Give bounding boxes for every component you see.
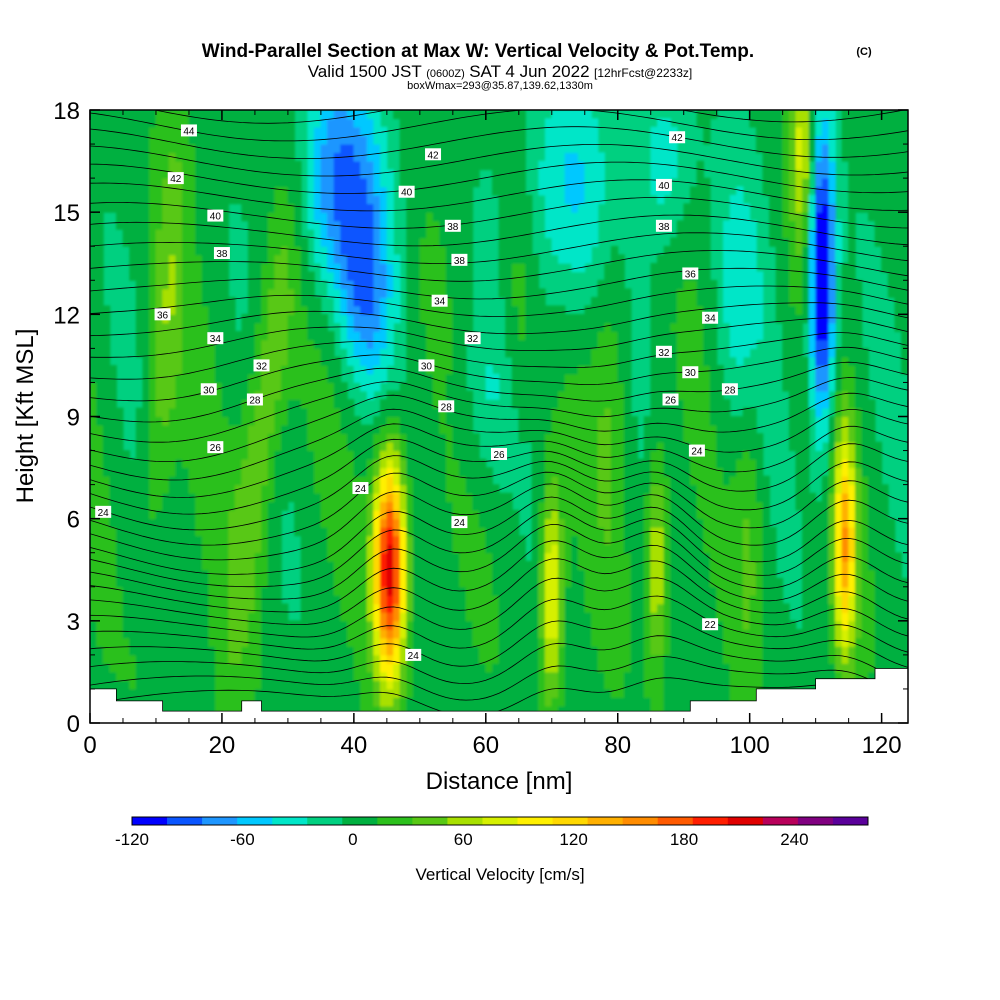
theta-label: 30	[418, 359, 435, 372]
chart-title: Wind-Parallel Section at Max W: Vertical…	[202, 41, 754, 62]
colorbar-tick-label: 60	[454, 830, 473, 849]
x-tick-label: 20	[209, 732, 236, 759]
colorbar-swatch	[622, 817, 659, 825]
theta-label: 40	[207, 209, 224, 223]
x-tick-label: 120	[862, 732, 902, 759]
theta-label: 32	[253, 359, 270, 372]
x-tick-label: 100	[730, 732, 770, 759]
plot-area: 44 42 42 42 40 40 40 38 38 38 38 36 36 34 34 34 32 32 32 30…	[90, 110, 908, 723]
theta-label: 28	[438, 400, 455, 413]
theta-label: 24	[451, 516, 468, 529]
theta-label: 24	[95, 505, 112, 519]
theta-label: 36	[154, 308, 171, 321]
y-tick-label: 6	[67, 507, 80, 534]
theta-label: 22	[702, 618, 719, 631]
theta-label: 32	[464, 332, 481, 345]
chart-subtitle-box: boxWmax=293@35.87,139.62,1330m	[407, 80, 593, 92]
colorbar-swatch	[727, 817, 764, 825]
colorbar-tick-label: -120	[115, 830, 149, 849]
y-tick-label: 18	[53, 98, 80, 125]
colorbar-tick-label: 120	[559, 830, 587, 849]
theta-label: 42	[669, 131, 686, 144]
colorbar-tick-label: 180	[670, 830, 698, 849]
colorbar: -120 -60 0 60 120 180 240	[115, 816, 869, 849]
theta-label: 24	[352, 482, 369, 495]
colorbar-swatch	[762, 817, 799, 825]
theta-label: 42	[425, 148, 442, 161]
theta-label: 30	[200, 383, 217, 396]
y-tick-label: 15	[53, 200, 80, 227]
theta-label: 38	[444, 219, 461, 233]
theta-label: 36	[682, 267, 699, 280]
theta-labels: 44 42 42 42 40 40 40 38 38 38 38 36 36 34 34 34 32 32 32 30…	[95, 124, 738, 662]
theta-label: 28	[246, 393, 263, 406]
theta-label: 28	[721, 383, 738, 396]
theta-label: 40	[655, 178, 672, 192]
y-tick-label: 0	[67, 711, 80, 738]
chart-title-mark: (C)	[856, 46, 872, 58]
theta-label: 38	[451, 253, 468, 267]
colorbar-swatch	[132, 817, 168, 825]
theta-label: 38	[213, 247, 230, 260]
x-axis: 0 20 40 60 80 100 120	[83, 110, 902, 759]
colorbar-label: Vertical Velocity [cm/s]	[415, 865, 584, 884]
theta-label: 30	[682, 366, 699, 379]
theta-label: 44	[180, 124, 197, 137]
colorbar-tick-label: 0	[348, 830, 357, 849]
chart-subtitle: Valid 1500 JST (0600Z) SAT 4 Jun 2022 [1…	[308, 62, 693, 81]
terrain-mask	[90, 668, 908, 723]
theta-label: 26	[491, 447, 507, 461]
colorbar-swatch	[832, 817, 869, 825]
y-tick-label: 3	[67, 609, 80, 636]
colorbar-swatch	[237, 817, 273, 825]
theta-label: 26	[207, 441, 224, 454]
colorbar-swatch	[587, 817, 624, 825]
x-tick-label: 0	[83, 732, 96, 759]
theta-label: 34	[207, 332, 224, 345]
potential-temperature-contours	[90, 110, 908, 717]
y-tick-label: 9	[67, 405, 80, 432]
colorbar-swatch	[517, 817, 554, 825]
colorbar-tick-label: -60	[230, 830, 255, 849]
y-tick-label: 12	[53, 302, 80, 329]
colorbar-swatch	[412, 817, 448, 825]
colorbar-swatch	[482, 817, 519, 825]
theta-label: 40	[398, 185, 415, 199]
colorbar-swatch	[202, 817, 238, 825]
theta-label: 38	[655, 219, 672, 233]
colorbar-tick-label: 240	[780, 830, 808, 849]
colorbar-swatch	[447, 817, 483, 825]
colorbar-swatch	[272, 817, 308, 825]
x-tick-label: 80	[604, 732, 631, 759]
theta-label: 24	[688, 444, 705, 458]
theta-label: 32	[655, 345, 672, 359]
x-tick-label: 40	[341, 732, 368, 759]
colorbar-swatch	[377, 817, 413, 825]
y-axis-label: Height [Kft MSL]	[12, 329, 39, 504]
theta-label: 24	[405, 648, 422, 662]
colorbar-swatch	[307, 817, 343, 825]
colorbar-swatch	[552, 817, 589, 825]
colorbar-swatch	[797, 817, 834, 825]
x-tick-label: 60	[472, 732, 499, 759]
theta-label: 42	[167, 172, 184, 185]
colorbar-swatch	[657, 817, 694, 825]
theta-label: 26	[662, 393, 679, 406]
colorbar-swatch	[692, 817, 729, 825]
theta-label: 34	[702, 311, 719, 325]
theta-label: 34	[431, 294, 448, 308]
x-axis-label: Distance [nm]	[426, 768, 573, 795]
colorbar-swatch	[342, 817, 378, 825]
colorbar-swatch	[167, 817, 203, 825]
